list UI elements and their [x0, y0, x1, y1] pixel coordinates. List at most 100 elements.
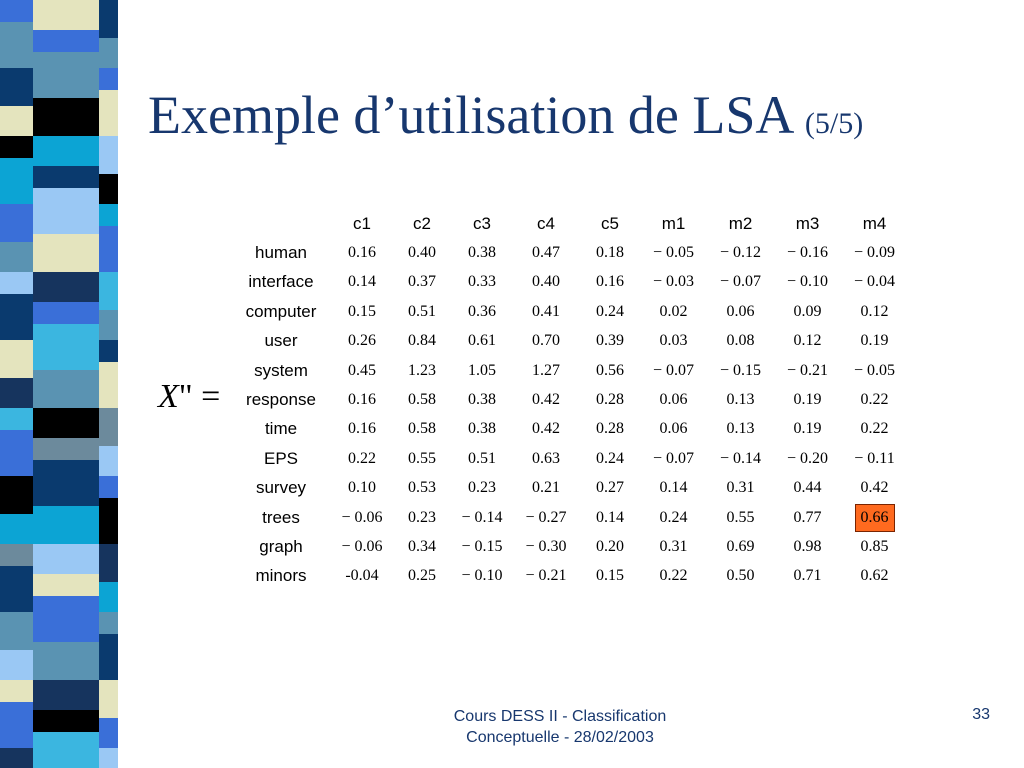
stripe-segment [99, 408, 118, 446]
stripe-segment [99, 582, 118, 612]
column-header: c2 [413, 213, 431, 233]
stripe-segment [99, 718, 118, 748]
stripe-segment [0, 0, 33, 22]
stripe-column-inner [99, 0, 118, 768]
matrix-cell: − 0.21 [786, 361, 829, 379]
matrix-cell: − 0.20 [786, 449, 829, 467]
matrix-cell: 0.55 [408, 449, 436, 467]
matrix-cell: − 0.12 [719, 244, 762, 262]
matrix-cell: 0.37 [408, 273, 436, 291]
stripe-segment [99, 476, 118, 498]
stripe-segment [0, 476, 33, 514]
table-row: computer 0.15 0.51 0.36 0.41 0.24 0.02 0.06 0.09… [230, 297, 908, 326]
header-corner [230, 209, 332, 238]
column-header: m3 [795, 213, 820, 233]
matrix-cell: 0.61 [468, 332, 496, 350]
footer-line-1: Cours DESS II - Classification [453, 708, 667, 725]
row-label: trees [262, 507, 300, 527]
stripe-segment [33, 544, 99, 574]
matrix-cell: 0.14 [659, 479, 688, 497]
highlighted-value: 0.66 [854, 503, 895, 532]
matrix-cell: 0.06 [726, 302, 755, 320]
row-label: interface [248, 272, 314, 292]
matrix-cell: 0.42 [532, 420, 560, 438]
footer-line-2: Conceptuelle - 28/02/2003 [466, 729, 654, 746]
matrix-cell: 0.70 [532, 332, 560, 350]
matrix-cell: 1.23 [408, 361, 436, 379]
stripe-segment [0, 158, 33, 204]
stripe-segment [0, 204, 33, 242]
matrix-cell: 0.28 [596, 391, 624, 409]
stripe-segment [0, 514, 33, 544]
matrix-cell: 0.12 [860, 302, 889, 320]
matrix-cell: 0.69 [726, 537, 755, 555]
lsa-matrix-table: c1 c2 c3 c4 c5 m1 m2 m3 m4 human 0.16 0.40… [230, 209, 908, 591]
table-body: human 0.16 0.40 0.38 0.47 0.18 − 0.05 − 0.12 − 0… [230, 238, 908, 591]
stripe-segment [99, 68, 118, 90]
stripe-segment [0, 106, 33, 136]
stripe-segment [99, 272, 118, 310]
matrix-equals: " = [178, 378, 221, 415]
stripe-segment [99, 498, 118, 544]
matrix-cell: 1.27 [532, 361, 560, 379]
matrix-cell: − 0.16 [786, 244, 829, 262]
table-row: time 0.16 0.58 0.38 0.42 0.28 0.06 0.13 0.19 0.22 [230, 415, 908, 444]
matrix-cell: − 0.09 [853, 244, 896, 262]
column-header: c4 [537, 213, 555, 233]
row-label: EPS [263, 448, 299, 468]
stripe-segment [99, 680, 118, 718]
matrix-cell: 0.27 [596, 479, 624, 497]
stripe-segment [33, 0, 99, 30]
stripe-segment [0, 748, 33, 768]
stripe-segment [33, 438, 99, 460]
matrix-cell: 0.38 [468, 420, 496, 438]
stripe-segment [99, 226, 118, 272]
table-row: minors -0.04 0.25 − 0.10 − 0.21 0.15 0.22 0.50 0… [230, 562, 908, 591]
matrix-cell: − 0.21 [525, 567, 567, 585]
matrix-cell: 0.26 [348, 332, 376, 350]
matrix-cell: 0.36 [468, 302, 496, 320]
stripe-segment [0, 136, 33, 158]
matrix-cell: − 0.27 [525, 508, 567, 526]
matrix-cell: 0.42 [532, 391, 560, 409]
stripe-segment [99, 174, 118, 204]
matrix-cell: 0.45 [348, 361, 376, 379]
decorative-stripe-bar [0, 0, 118, 768]
stripe-segment [99, 38, 118, 68]
matrix-cell: 0.14 [596, 508, 624, 526]
stripe-segment [33, 30, 99, 52]
matrix-cell: − 0.06 [341, 537, 383, 555]
matrix-cell: 0.19 [793, 391, 822, 409]
stripe-segment [0, 68, 33, 106]
matrix-cell: 0.77 [793, 508, 822, 526]
stripe-segment [99, 136, 118, 174]
matrix-cell: 0.06 [659, 391, 688, 409]
matrix-cell: 0.23 [408, 508, 436, 526]
table-row: graph − 0.06 0.34 − 0.15 − 0.30 0.20 0.31 0.69 0… [230, 532, 908, 561]
stripe-segment [0, 22, 33, 68]
matrix-cell: − 0.10 [786, 273, 829, 291]
matrix-cell: 0.08 [726, 332, 755, 350]
stripe-segment [33, 596, 99, 642]
page-number: 33 [972, 706, 990, 723]
column-header: c3 [473, 213, 491, 233]
matrix-cell: 0.23 [468, 479, 496, 497]
matrix-cell: 0.15 [348, 302, 376, 320]
slide-title-main: Exemple d’utilisation de LSA [148, 85, 792, 145]
matrix-cell: − 0.30 [525, 537, 567, 555]
matrix-cell: 0.16 [348, 420, 376, 438]
matrix-cell: 0.10 [348, 479, 376, 497]
stripe-segment [33, 234, 99, 272]
matrix-cell: 0.03 [659, 332, 688, 350]
stripe-segment [99, 748, 118, 768]
matrix-cell: 0.42 [860, 479, 889, 497]
matrix-cell: − 0.06 [341, 508, 383, 526]
stripe-segment [33, 680, 99, 710]
stripe-segment [33, 188, 99, 234]
stripe-segment [33, 506, 99, 544]
stripe-segment [0, 544, 33, 566]
row-label: survey [255, 478, 307, 498]
matrix-cell: 0.55 [726, 508, 755, 526]
stripe-segment [0, 680, 33, 702]
matrix-cell: 0.84 [408, 332, 436, 350]
